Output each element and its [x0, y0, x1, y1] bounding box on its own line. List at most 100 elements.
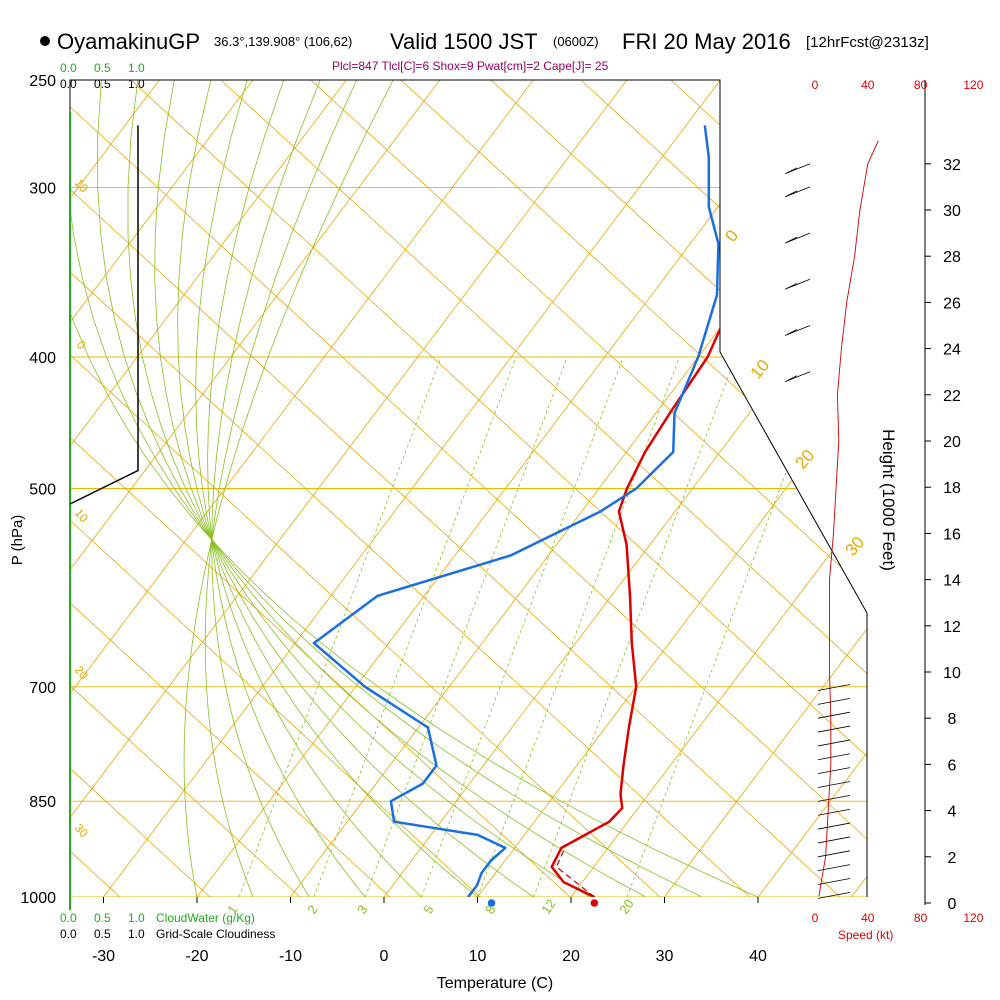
station-bullet-icon [40, 36, 50, 46]
height-tick-label: 22 [943, 388, 961, 405]
mixing-ratio-label: 3 [354, 902, 370, 917]
height-tick-label: 18 [943, 480, 961, 497]
wind-barb [817, 891, 851, 899]
parcel-profile-line [555, 850, 595, 897]
mixing-ratio-label: 12 [538, 896, 559, 916]
dry-adiabat-line [70, 80, 661, 897]
moist-adiabat-line [127, 80, 590, 897]
speed-tick-label-bottom: 0 [812, 911, 819, 925]
cloud-tick-top: 0.0 [60, 61, 77, 75]
temperature-tick-label: 40 [749, 948, 767, 965]
mixing-ratio-line [313, 356, 517, 897]
dry-adiabat-line [479, 80, 867, 897]
moist-adiabat-line [204, 80, 357, 897]
moist-adiabat-line [70, 80, 759, 897]
dry-adiabat-line [70, 80, 391, 897]
height-tick-label: 10 [943, 665, 961, 682]
speed-tick-label-bottom: 80 [914, 911, 928, 925]
speed-tick-label-top: 0 [812, 78, 819, 92]
wind-barb [817, 822, 851, 830]
isotherm-line [851, 80, 867, 897]
dry-adiabat-line [389, 80, 867, 897]
dry-adiabat-line [70, 80, 301, 897]
height-tick-label: 16 [943, 526, 961, 543]
cloudiness-tick-bottom: 0.5 [94, 927, 111, 941]
height-tick-label: 30 [943, 203, 961, 220]
temperature-tick-label: -10 [279, 948, 302, 965]
speed-tick-label-bottom: 120 [963, 911, 983, 925]
cloudiness-tick-top: 0.0 [60, 77, 77, 91]
height-tick-label: 8 [948, 711, 957, 728]
wind-barb-flag [786, 236, 798, 243]
wind-barb [817, 739, 851, 747]
dry-adiabat-label: 30 [842, 533, 869, 560]
dry-adiabat-line [70, 80, 571, 897]
pressure-tick-label: 250 [29, 73, 56, 90]
cloudiness-bar [69, 125, 139, 505]
dry-adiabat-line [209, 80, 867, 897]
moist-adiabat-line [97, 80, 646, 897]
valid-time: Valid 1500 JST [390, 29, 538, 54]
station-name: OyamakinuGP [57, 29, 200, 54]
pressure-tick-label: 1000 [20, 890, 56, 907]
moist-adiabat-line [207, 80, 366, 897]
height-tick-label: 4 [948, 804, 957, 821]
wind-barb [817, 794, 851, 802]
mixing-ratio-line [477, 356, 680, 897]
temperature-tick-label: -20 [185, 948, 208, 965]
utc-time: (0600Z) [553, 34, 599, 49]
moist-adiabat-line [70, 80, 703, 897]
isotherm-line [664, 80, 867, 897]
cloudiness-tick-bottom: 0.0 [60, 927, 77, 941]
cloud-tick-bottom: 0.0 [60, 911, 77, 925]
wind-barb [817, 808, 851, 816]
dry-adiabat-line [839, 80, 867, 897]
sounding-indices: Plcl=847 Tlcl[C]=6 Shox=9 Pwat[cm]=2 Cap… [332, 59, 609, 73]
pressure-tick-label: 400 [29, 350, 56, 367]
isotherm-label: 30 [72, 821, 92, 840]
dry-adiabat-line [299, 80, 867, 897]
thermo-grid [70, 80, 867, 897]
wind-barb-flag [786, 329, 798, 335]
cloud-water-scale-top: 0.0 0.5 1.0 0.0 0.5 1.0 [60, 61, 145, 91]
speed-tick-label-bottom: 40 [861, 911, 875, 925]
dry-adiabat-line [70, 80, 481, 897]
height-tick-label: 2 [948, 850, 957, 867]
pressure-axis: 250 300 400 500 700 850 1000 [20, 73, 56, 907]
cloudiness-tick-top: 0.5 [94, 77, 111, 91]
height-axis-label: Height (1000 Feet) [879, 429, 898, 571]
dry-adiabat-line [70, 80, 867, 897]
wind-barb-flag [786, 190, 798, 197]
moist-adiabat-line [177, 80, 478, 897]
wind-barb [817, 753, 851, 761]
height-tick-label: 20 [943, 434, 961, 451]
temperature-tick-label: 20 [562, 948, 580, 965]
dry-adiabat-line [119, 80, 867, 897]
valid-date: FRI 20 May 2016 [622, 29, 791, 54]
wind-barb-flag [786, 167, 798, 174]
isotherm-line [103, 80, 721, 897]
wind-barb [817, 836, 851, 844]
cloudiness-tick-bottom: 1.0 [128, 927, 145, 941]
height-tick-label: 28 [943, 249, 961, 266]
mixing-ratio-line [626, 356, 830, 897]
isotherm-line [70, 80, 628, 897]
height-tick-label: 0 [948, 896, 957, 913]
pressure-tick-label: 700 [29, 680, 56, 697]
isotherm-line [757, 80, 867, 897]
isotherm-label: 10 [72, 506, 92, 525]
moist-adiabat-line [154, 80, 534, 897]
wind-barb [817, 767, 851, 775]
dry-adiabat-line [70, 80, 121, 897]
pressure-axis-label: P (hPa) [9, 515, 26, 566]
cloud-tick-bottom: 0.5 [94, 911, 111, 925]
speed-tick-label-top: 40 [861, 78, 875, 92]
mixing-ratio-line [364, 356, 568, 897]
moist-adiabat-line [183, 80, 394, 897]
mixing-ratio-label: 5 [420, 902, 436, 917]
isotherm-line [477, 80, 867, 897]
dry-adiabat-label: 0 [722, 226, 743, 245]
